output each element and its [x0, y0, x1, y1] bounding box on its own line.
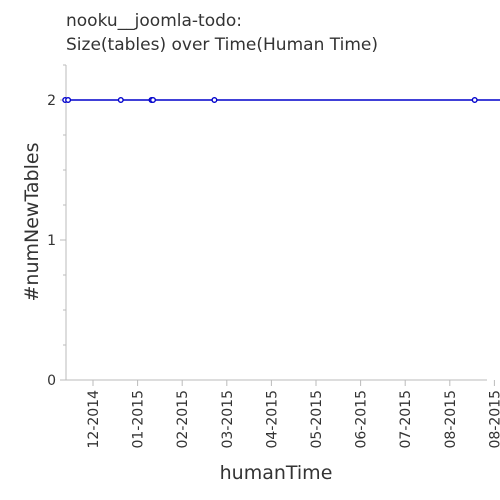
- data-point: [149, 96, 156, 103]
- chart-title-line2: Size(tables) over Time(Human Time): [66, 35, 378, 55]
- data-point: [65, 96, 72, 103]
- x-tick-label: 07-2015: [398, 390, 414, 449]
- plot-area: [62, 96, 500, 103]
- data-point: [211, 96, 218, 103]
- chart-title-line1: nooku__joomla-todo:: [66, 11, 242, 31]
- data-point: [117, 96, 124, 103]
- y-axis: 0 1 2: [47, 64, 67, 389]
- x-axis-label: humanTime: [220, 462, 333, 484]
- x-tick-label: 05-2015: [309, 390, 325, 449]
- x-tick-label: 08-2015: [443, 390, 459, 449]
- x-tick-label: 01-2015: [131, 390, 147, 449]
- x-tick-label: 12-2014: [86, 390, 102, 449]
- y-tick-label: 2: [47, 93, 56, 109]
- x-axis: 12-2014 01-2015 02-2015 03-2015 04-2015 05-20…: [66, 379, 500, 449]
- x-tick-label: 06-2015: [354, 390, 370, 449]
- x-tick-label: 04-2015: [264, 390, 280, 449]
- y-tick-label: 1: [47, 233, 56, 249]
- x-tick-label: 02-2015: [175, 390, 191, 449]
- x-tick-label: 03-2015: [220, 390, 236, 449]
- y-tick-label: 0: [47, 373, 56, 389]
- data-point: [471, 96, 478, 103]
- x-tick-label: 08-2015: [487, 390, 500, 449]
- y-axis-label: #numNewTables: [21, 143, 43, 302]
